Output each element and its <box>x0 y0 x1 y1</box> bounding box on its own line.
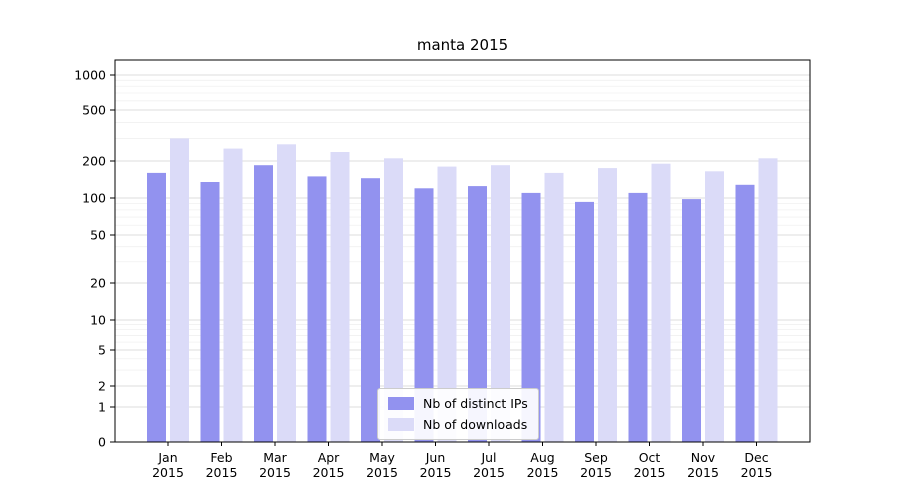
bar-nb-of-downloads-mar <box>277 144 296 443</box>
legend-swatch <box>388 397 414 410</box>
bar-nb-of-downloads-sep <box>598 168 617 442</box>
y-tick-label: 1000 <box>74 68 106 83</box>
x-tick-label: Mar 2015 <box>259 450 291 480</box>
y-tick-label: 10 <box>90 313 106 328</box>
x-tick-label: Oct 2015 <box>634 450 666 480</box>
y-tick-label: 1 <box>98 400 106 415</box>
legend-item: Nb of downloads <box>388 417 528 432</box>
y-tick-label: 0 <box>98 435 106 450</box>
x-tick-label: May 2015 <box>366 450 398 480</box>
legend-item: Nb of distinct IPs <box>388 396 528 411</box>
x-tick-label: Nov 2015 <box>687 450 719 480</box>
bar-nb-of-downloads-oct <box>651 163 671 442</box>
bar-nb-of-distinct-ips-sep <box>575 201 594 442</box>
bar-nb-of-downloads-dec <box>758 158 778 443</box>
bar-nb-of-distinct-ips-dec <box>735 184 755 443</box>
bar-nb-of-distinct-ips-mar <box>254 165 273 442</box>
bar-nb-of-distinct-ips-jul <box>468 186 487 442</box>
chart-title: manta 2015 <box>416 36 509 54</box>
bar-nb-of-downloads-feb <box>223 148 243 442</box>
x-tick-label: Feb 2015 <box>206 450 238 480</box>
bar-nb-of-downloads-nov <box>705 171 724 443</box>
y-tick-label: 100 <box>82 191 106 206</box>
bar-nb-of-distinct-ips-jun <box>414 188 434 442</box>
bar-nb-of-downloads-aug <box>544 172 564 442</box>
bar-nb-of-downloads-apr <box>330 152 350 442</box>
y-tick-label: 20 <box>90 276 106 291</box>
x-tick-label: Apr 2015 <box>313 450 345 480</box>
x-tick-label: Dec 2015 <box>741 450 773 480</box>
bar-nb-of-distinct-ips-may <box>361 178 380 442</box>
bar-nb-of-downloads-jan <box>170 138 189 442</box>
y-tick-label: 5 <box>98 343 106 358</box>
x-tick-label: Sep 2015 <box>580 450 612 480</box>
y-tick-label: 50 <box>90 228 106 243</box>
legend-label: Nb of distinct IPs <box>423 396 528 411</box>
x-tick-label: Jan 2015 <box>152 450 184 480</box>
bar-nb-of-distinct-ips-jan <box>147 172 166 442</box>
x-tick-label: Jun 2015 <box>420 450 452 480</box>
bar-nb-of-downloads-jun <box>437 166 457 442</box>
legend-swatch <box>388 418 414 431</box>
legend-label: Nb of downloads <box>423 417 528 432</box>
y-tick-label: 200 <box>82 154 106 169</box>
bar-nb-of-distinct-ips-feb <box>200 182 220 442</box>
x-tick-label: Jul 2015 <box>473 450 505 480</box>
bar-nb-of-distinct-ips-apr <box>307 176 327 442</box>
bar-nb-of-downloads-may <box>384 158 403 443</box>
y-tick-label: 500 <box>82 103 106 118</box>
y-tick-label: 2 <box>98 379 106 394</box>
x-tick-label: Aug 2015 <box>527 450 559 480</box>
plot-frame <box>114 59 811 443</box>
legend: Nb of distinct IPs Nb of downloads <box>377 388 539 440</box>
bar-nb-of-distinct-ips-nov <box>682 199 701 442</box>
bar-nb-of-distinct-ips-oct <box>628 192 648 442</box>
bar-nb-of-distinct-ips-aug <box>521 192 541 442</box>
bar-nb-of-downloads-jul <box>491 165 510 442</box>
